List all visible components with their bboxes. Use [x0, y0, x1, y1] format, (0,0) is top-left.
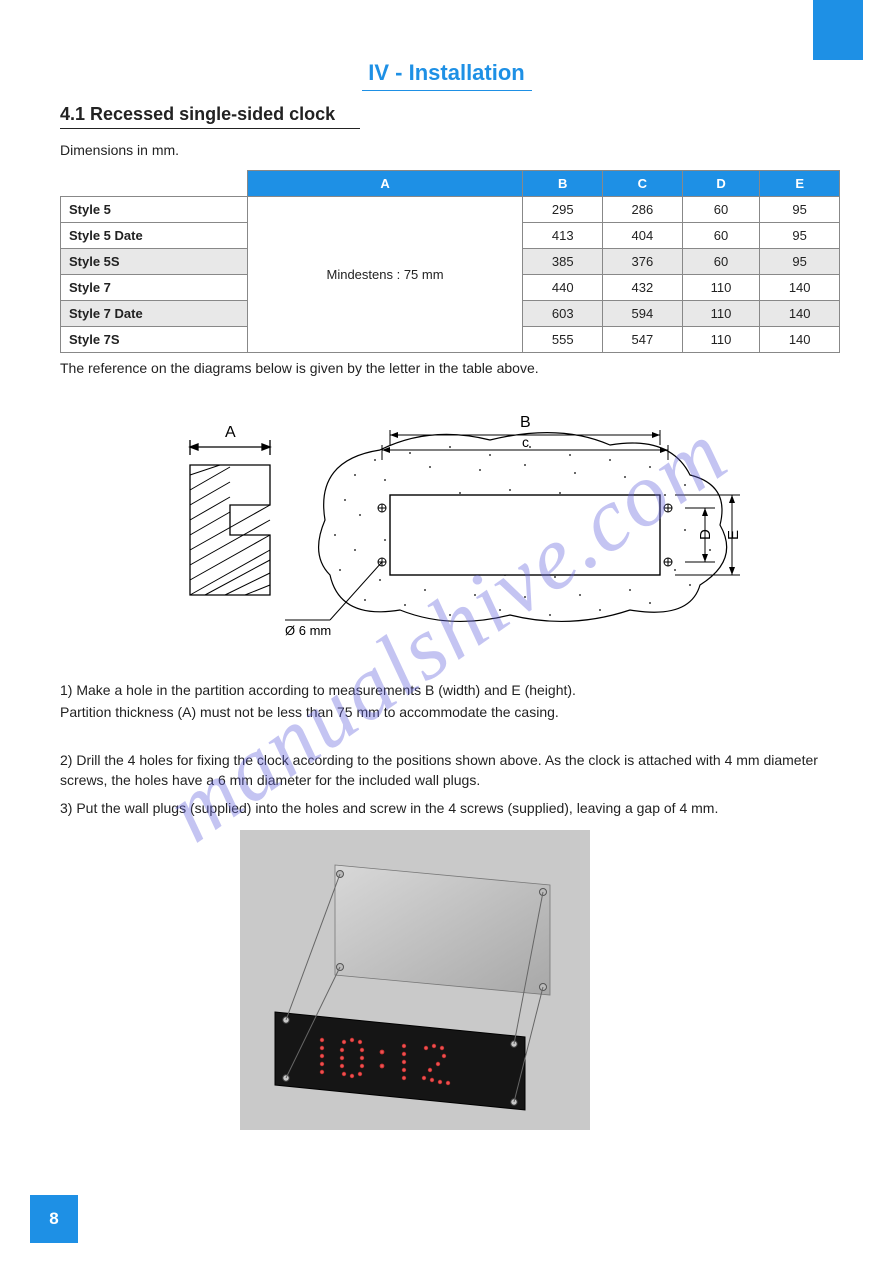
- dim-label-B: B: [520, 414, 531, 431]
- dim-label-E: E: [725, 530, 742, 540]
- subsection-title: 4.1 Recessed single-sided clock: [60, 104, 335, 125]
- table-row: Style 5 Mindestens : 75 mm 295 286 60 95: [61, 197, 840, 223]
- cell: 547: [603, 327, 683, 353]
- recess-diagram: A: [130, 405, 770, 665]
- row-label: Style 7: [61, 275, 248, 301]
- row-label: Style 5: [61, 197, 248, 223]
- cell: 110: [682, 301, 760, 327]
- cell: 603: [523, 301, 603, 327]
- cell: 60: [682, 197, 760, 223]
- section-title-underline: [362, 90, 532, 91]
- cell: 594: [603, 301, 683, 327]
- page-root: IV - Installation 4.1 Recessed single-si…: [0, 0, 893, 1263]
- isometric-render: [240, 830, 590, 1130]
- cell: 432: [603, 275, 683, 301]
- intro-line: Dimensions in mm.: [60, 140, 179, 160]
- cell: 140: [760, 327, 840, 353]
- dim-label-D: D: [697, 529, 714, 540]
- table-header-D: D: [682, 171, 760, 197]
- dim-label-diam: Ø 6 mm: [285, 623, 331, 638]
- cell: 140: [760, 301, 840, 327]
- cell-A: Mindestens : 75 mm: [247, 197, 523, 353]
- cell: 60: [682, 249, 760, 275]
- row-label: Style 5 Date: [61, 223, 248, 249]
- row-label: Style 7S: [61, 327, 248, 353]
- table-body: Style 5 Mindestens : 75 mm 295 286 60 95…: [61, 197, 840, 353]
- table-header-E: E: [760, 171, 840, 197]
- cell: 140: [760, 275, 840, 301]
- page-number: 8: [30, 1195, 78, 1243]
- cell: 286: [603, 197, 683, 223]
- row-label: Style 7 Date: [61, 301, 248, 327]
- cell: 110: [682, 327, 760, 353]
- section-title: IV - Installation: [368, 60, 524, 86]
- cell: 376: [603, 249, 683, 275]
- step-2: 2) Drill the 4 holes for fixing the cloc…: [60, 750, 840, 791]
- dim-label-C: c: [522, 434, 529, 450]
- step-3: 3) Put the wall plugs (supplied) into th…: [60, 798, 840, 818]
- cell: 295: [523, 197, 603, 223]
- step-1b: Partition thickness (A) must not be less…: [60, 702, 840, 722]
- cell: 60: [682, 223, 760, 249]
- step-1a: 1) Make a hole in the partition accordin…: [60, 680, 840, 700]
- cell: 555: [523, 327, 603, 353]
- dimensions-table: A B C D E Style 5 Mindestens : 75 mm 295…: [60, 170, 840, 353]
- cell: 95: [760, 223, 840, 249]
- table-header-blank: [61, 171, 248, 197]
- cell: 110: [682, 275, 760, 301]
- table-header-A: A: [247, 171, 523, 197]
- dim-label-A: A: [225, 424, 236, 441]
- cell: 95: [760, 197, 840, 223]
- cell: 385: [523, 249, 603, 275]
- row-label: Style 5S: [61, 249, 248, 275]
- note-above-diagram: The reference on the diagrams below is g…: [60, 358, 840, 378]
- cell: 95: [760, 249, 840, 275]
- table-header-C: C: [603, 171, 683, 197]
- cell: 404: [603, 223, 683, 249]
- corner-tab: [813, 0, 863, 60]
- subsection-underline: [60, 128, 360, 129]
- cell: 440: [523, 275, 603, 301]
- cell: 413: [523, 223, 603, 249]
- table-header-row: A B C D E: [61, 171, 840, 197]
- table-header-B: B: [523, 171, 603, 197]
